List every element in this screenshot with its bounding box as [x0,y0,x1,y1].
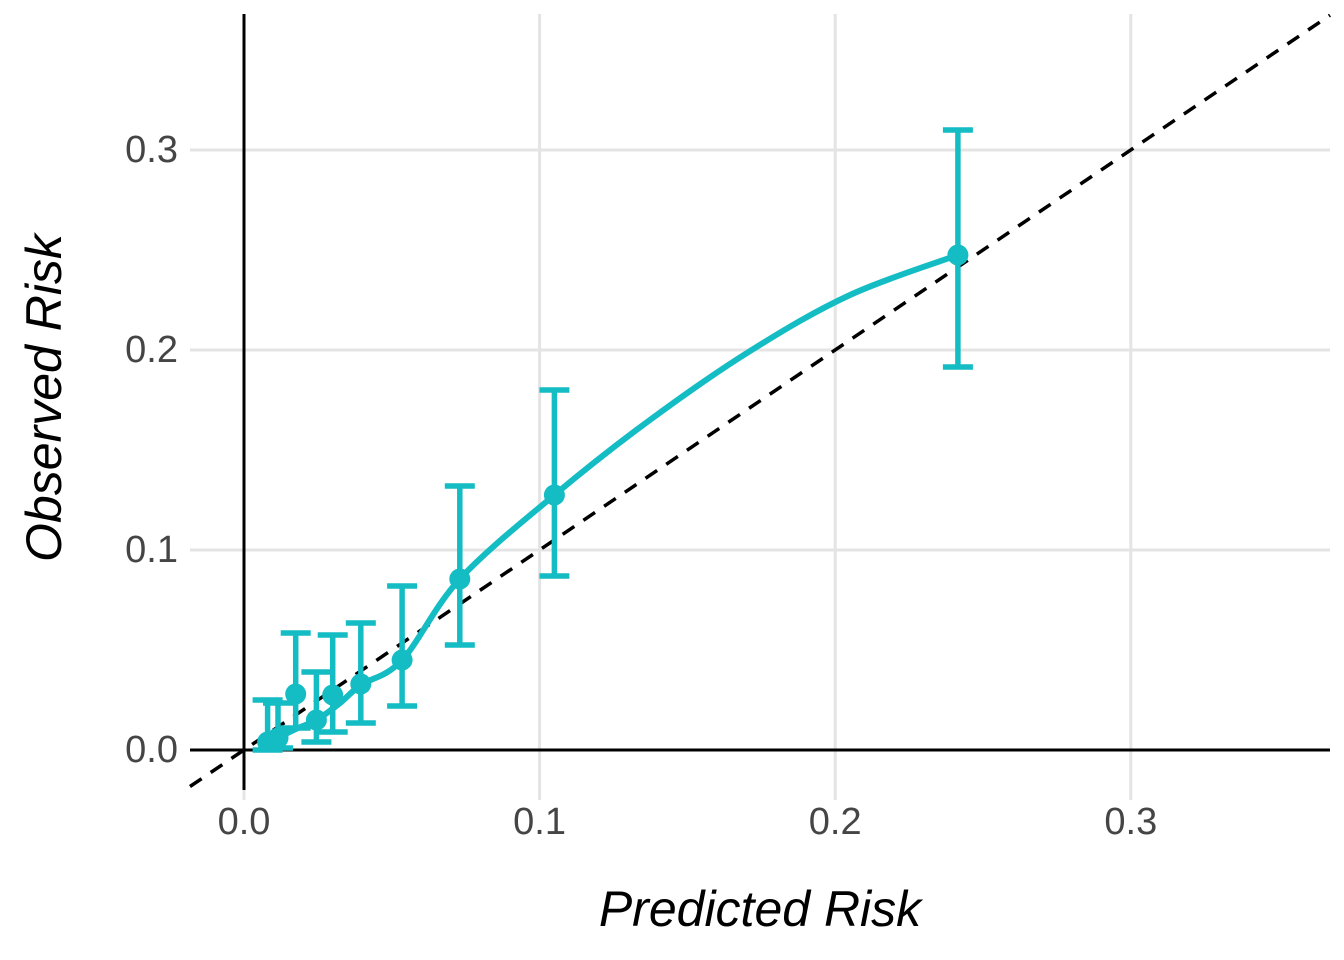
data-point [305,709,327,731]
y-tick-label: 0.2 [125,329,178,371]
data-point [285,683,307,705]
data-point [322,684,344,706]
data-point [350,673,372,695]
y-tick-label: 0.3 [125,129,178,171]
x-tick-label: 0.3 [1104,801,1157,843]
y-axis-title: Observed Risk [16,234,72,562]
data-point [267,727,289,749]
x-tick-label: 0.2 [809,801,862,843]
x-tick-label: 0.1 [513,801,566,843]
x-tick-label: 0.0 [218,801,271,843]
identity-line [189,13,1331,788]
data-point [449,568,471,590]
y-tick-label: 0.1 [125,529,178,571]
y-tick-label: 0.0 [125,729,178,771]
data-point [543,484,565,506]
x-axis-title: Predicted Risk [598,881,922,937]
data-point [947,244,969,266]
data-point [391,649,413,671]
